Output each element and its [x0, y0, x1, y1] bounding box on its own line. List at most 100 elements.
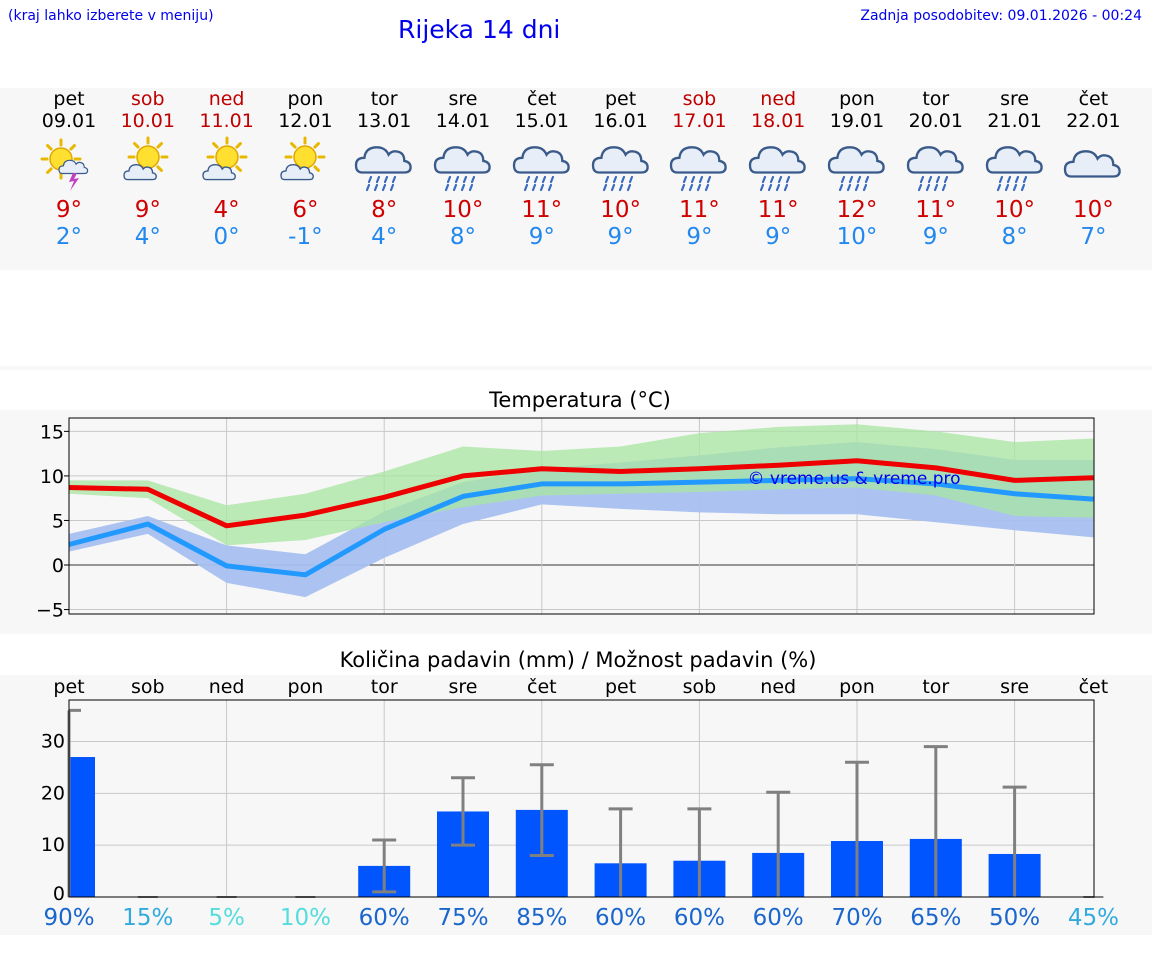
header-hint[interactable]: (kraj lahko izberete v meniju) — [8, 8, 214, 24]
precip-probability: 60% — [752, 905, 804, 931]
precip-probability: 90% — [43, 905, 95, 931]
rain-cloud-icon — [975, 132, 1055, 198]
temp-max: 8° — [371, 197, 398, 223]
day-date: 10.01 — [120, 110, 175, 132]
precip-probability: 65% — [910, 905, 962, 931]
rain-cloud-icon — [581, 132, 661, 198]
temp-max: 11° — [679, 197, 720, 223]
divider — [0, 366, 1152, 370]
day-column: tor 13.01 8° 4° — [344, 88, 424, 251]
day-column: tor 20.01 11° 9° — [896, 88, 976, 251]
last-updated: Zadnja posodobitev: 09.01.2026 - 00:24 — [860, 8, 1142, 24]
day-date: 22.01 — [1066, 110, 1121, 132]
temp-max: 10° — [442, 197, 484, 223]
day-column: čet 22.01 10° 7° — [1053, 88, 1133, 251]
day-column: čet 15.01 11° 9° — [502, 88, 582, 251]
day-column: sre 14.01 10° 8° — [423, 88, 503, 251]
temp-min: 2° — [55, 224, 83, 250]
day-name: tor — [922, 88, 950, 110]
day-column: pon 19.01 12° 10° — [817, 88, 897, 251]
temp-min: 9° — [686, 224, 713, 250]
cloud-icon — [1053, 132, 1133, 198]
day-column: ned 18.01 11° 9° — [738, 88, 818, 251]
sun-cloud-icon — [108, 132, 188, 198]
page-title: Rijeka 14 dni — [398, 15, 561, 44]
day-name: sob — [131, 88, 165, 110]
temp-max: 9° — [55, 197, 83, 223]
temp-min: 0° — [213, 224, 240, 250]
temp-min: 4° — [134, 224, 161, 250]
day-name: sre — [1000, 88, 1030, 110]
rain-cloud-icon — [817, 132, 897, 198]
day-date: 17.01 — [672, 110, 727, 132]
temp-min: 10° — [836, 224, 878, 250]
forecast-band — [0, 88, 1152, 270]
precip-probability: 15% — [122, 905, 174, 931]
day-name: pon — [287, 88, 324, 110]
temp-min: -1° — [288, 224, 323, 250]
day-column: pon 12.01 6° -1° — [265, 88, 345, 251]
precip-probability: 70% — [831, 905, 883, 931]
day-column: pet 16.01 10° 9° — [581, 88, 661, 251]
precip-probability: 60% — [673, 905, 725, 931]
day-name: pet — [53, 88, 85, 110]
day-date: 19.01 — [829, 110, 885, 132]
day-column: sob 17.01 11° 9° — [659, 88, 739, 251]
precip-chart-title: Količina padavin (mm) / Možnost padavin … — [340, 648, 817, 672]
day-date: 13.01 — [356, 110, 412, 132]
day-date: 18.01 — [750, 110, 806, 132]
precip-probability: 85% — [516, 905, 568, 931]
day-date: 09.01 — [41, 110, 97, 132]
day-name: pet — [604, 88, 637, 110]
precip-probability-row: 90% 15% 5% 10% 60% 75% 85% 60% 60% 60% 70% 65% 50% 45… — [0, 902, 1152, 934]
day-column: sre 21.01 10° 8° — [975, 88, 1055, 251]
temp-min: 4° — [371, 224, 398, 250]
precip-probability: 50% — [989, 905, 1041, 931]
temp-max: 10° — [600, 197, 641, 223]
rain-cloud-icon — [738, 132, 818, 198]
temp-max: 10° — [994, 197, 1035, 223]
daily-forecast: pet 09.01 9° 2° sob 10.01 9° 4° ned 11.01 4° 0° p… — [0, 88, 1152, 268]
temperature-band — [0, 410, 1152, 634]
day-column: pet 09.01 9° 2° — [29, 88, 109, 251]
day-date: 11.01 — [199, 110, 254, 132]
day-date: 12.01 — [278, 110, 333, 132]
temp-max: 6° — [292, 197, 319, 223]
day-date: 20.01 — [908, 110, 963, 132]
day-column: ned 11.01 4° 0° — [187, 88, 267, 251]
day-name: ned — [208, 88, 245, 110]
day-date: 16.01 — [593, 110, 648, 132]
precip-probability: 10% — [279, 905, 331, 931]
temp-max: 10° — [1073, 197, 1114, 223]
day-date: 14.01 — [435, 110, 491, 132]
temp-min: 9° — [765, 224, 792, 250]
day-column: sob 10.01 9° 4° — [108, 88, 188, 251]
temp-max: 12° — [836, 197, 878, 223]
temp-max: 11° — [915, 197, 957, 223]
temp-max: 11° — [757, 197, 799, 223]
temp-min: 9° — [528, 224, 555, 250]
rain-cloud-icon — [502, 132, 582, 198]
precip-probability: 5% — [208, 905, 245, 931]
rain-cloud-icon — [896, 132, 976, 198]
day-date: 21.01 — [987, 110, 1042, 132]
day-date: 15.01 — [514, 110, 569, 132]
temp-min: 9° — [922, 224, 949, 250]
temp-max: 4° — [213, 197, 240, 223]
day-name: sre — [448, 88, 478, 110]
precip-probability: 75% — [437, 905, 489, 931]
temp-min: 9° — [607, 224, 634, 250]
rain-cloud-icon — [344, 132, 424, 198]
precip-probability: 45% — [1067, 905, 1119, 931]
precip-band — [0, 675, 1152, 935]
day-name: ned — [760, 88, 797, 110]
temp-max: 9° — [134, 197, 161, 223]
day-name: tor — [370, 88, 398, 110]
day-name: pon — [839, 88, 875, 110]
temp-min: 8° — [1001, 224, 1028, 250]
day-name: čet — [1078, 88, 1109, 110]
temperature-chart-title: Temperatura (°C) — [488, 388, 671, 412]
sun-cloud-icon — [265, 132, 345, 198]
rain-cloud-icon — [659, 132, 739, 198]
temp-min: 7° — [1080, 224, 1107, 250]
